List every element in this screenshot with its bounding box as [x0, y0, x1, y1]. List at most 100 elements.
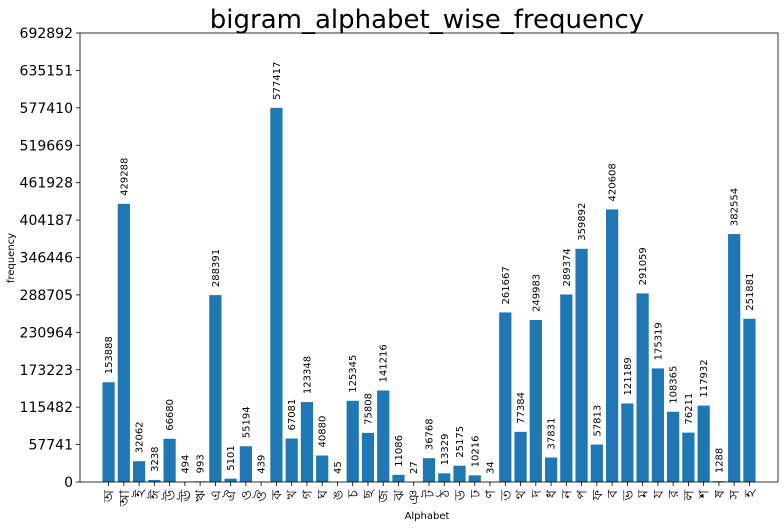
data-label: 25175 — [455, 426, 466, 458]
bar — [651, 368, 664, 482]
bar — [316, 455, 329, 482]
data-label: 289374 — [562, 248, 573, 286]
x-tick-label: খ — [285, 489, 301, 499]
bar — [361, 432, 375, 482]
bar — [514, 431, 527, 482]
data-label: 125345 — [348, 355, 359, 393]
x-tick-label: ও — [239, 490, 255, 500]
data-label: 429288 — [119, 158, 130, 196]
y-tick-label: 115482 — [20, 400, 73, 416]
bar — [682, 432, 695, 482]
data-label: 108365 — [669, 366, 680, 404]
bar — [468, 475, 481, 482]
x-tick-label: ত — [498, 490, 514, 502]
data-label: 175319 — [653, 322, 664, 360]
y-tick-label: 519669 — [20, 138, 73, 154]
x-tick-label: গ — [300, 489, 316, 499]
data-label: 11086 — [394, 435, 405, 467]
x-tick-label: ফ — [590, 489, 606, 501]
y-tick-label: 461928 — [20, 176, 73, 192]
x-tick-label: ছ — [361, 488, 377, 499]
x-tick-label: ম — [636, 490, 652, 499]
data-label: 153888 — [104, 336, 115, 374]
x-tick-label: র — [666, 490, 682, 499]
data-label: 251881 — [745, 273, 756, 311]
y-tick-label: 288705 — [20, 288, 73, 304]
bar — [697, 405, 710, 482]
x-tick-label: ল — [681, 489, 697, 501]
data-label: 141216 — [379, 344, 390, 382]
bar — [621, 403, 634, 482]
x-tick-label: দ — [529, 489, 545, 498]
data-label: 40880 — [318, 416, 329, 448]
bar — [438, 473, 451, 482]
bar — [300, 402, 314, 482]
bar — [102, 382, 115, 482]
x-tick-label: ভ — [620, 489, 636, 501]
data-label: 577417 — [272, 62, 283, 100]
bar — [667, 411, 680, 482]
data-label: 993 — [196, 454, 207, 473]
data-label: 13329 — [440, 434, 451, 466]
data-label: 249983 — [531, 274, 542, 312]
x-tick-label: আ — [117, 489, 133, 507]
chart-title: bigram_alphabet_wise_frequency — [210, 5, 644, 35]
bar — [239, 446, 252, 482]
x-tick-label: ঠ — [436, 489, 453, 498]
x-tick-label: ঐ — [223, 489, 240, 501]
x-tick-label: স — [727, 489, 743, 500]
data-label: 76211 — [684, 393, 695, 425]
bar — [377, 390, 390, 482]
data-label: 5101 — [226, 445, 237, 470]
x-axis-label: Alphabet — [405, 511, 450, 522]
data-label: 32062 — [135, 421, 146, 453]
plot-area: 153888 অ 429288 আ 32062 ই 3238 ঈ 66680 উ 494 ঊ 993 ঋ 2… — [20, 26, 779, 507]
y-tick-label: 577410 — [20, 101, 73, 117]
bar — [712, 481, 726, 482]
bar — [590, 444, 603, 482]
y-tick-label: 57741 — [28, 438, 73, 454]
bar — [560, 294, 573, 482]
data-label: 494 — [180, 455, 191, 474]
bar — [728, 234, 741, 482]
data-label: 37831 — [547, 418, 558, 450]
bar — [422, 458, 436, 482]
data-label: 261667 — [501, 266, 512, 304]
data-label: 420608 — [608, 163, 619, 201]
bar — [575, 248, 588, 482]
data-label: 382554 — [730, 188, 741, 226]
x-tick-label: প — [575, 490, 591, 500]
data-label: 123348 — [302, 356, 313, 394]
x-tick-label: ঋ — [193, 490, 209, 502]
y-tick-label: 173223 — [20, 363, 73, 379]
x-tick-label: থ — [514, 489, 530, 499]
x-tick-label: ঝ — [391, 490, 407, 502]
data-label: 10216 — [470, 436, 481, 468]
bar — [544, 457, 558, 482]
y-tick-label: 404187 — [20, 213, 73, 229]
x-tick-label: উ — [162, 489, 179, 502]
data-label: 75808 — [363, 393, 374, 425]
x-tick-label: ঔ — [253, 490, 270, 502]
y-tick-label: 692892 — [20, 26, 73, 42]
y-tick-label: 635151 — [20, 63, 73, 79]
bar — [163, 438, 176, 482]
data-label: 117932 — [699, 359, 710, 397]
bar — [453, 465, 466, 482]
data-label: 66680 — [165, 399, 176, 431]
bar — [117, 203, 130, 482]
y-tick-label: 346446 — [20, 251, 74, 267]
x-tick-label: ড — [453, 489, 469, 501]
bar — [636, 293, 649, 482]
x-tick-label: জ — [376, 490, 392, 504]
bar — [148, 479, 161, 482]
data-label: 27 — [409, 461, 420, 474]
bar — [270, 107, 283, 482]
x-tick-label: ই — [131, 489, 148, 498]
data-label: 1288 — [714, 448, 725, 473]
y-tick-label: 0 — [64, 475, 73, 491]
x-tick-label: শ — [697, 489, 713, 499]
data-label: 34 — [486, 461, 497, 474]
data-label: 57813 — [592, 405, 603, 437]
